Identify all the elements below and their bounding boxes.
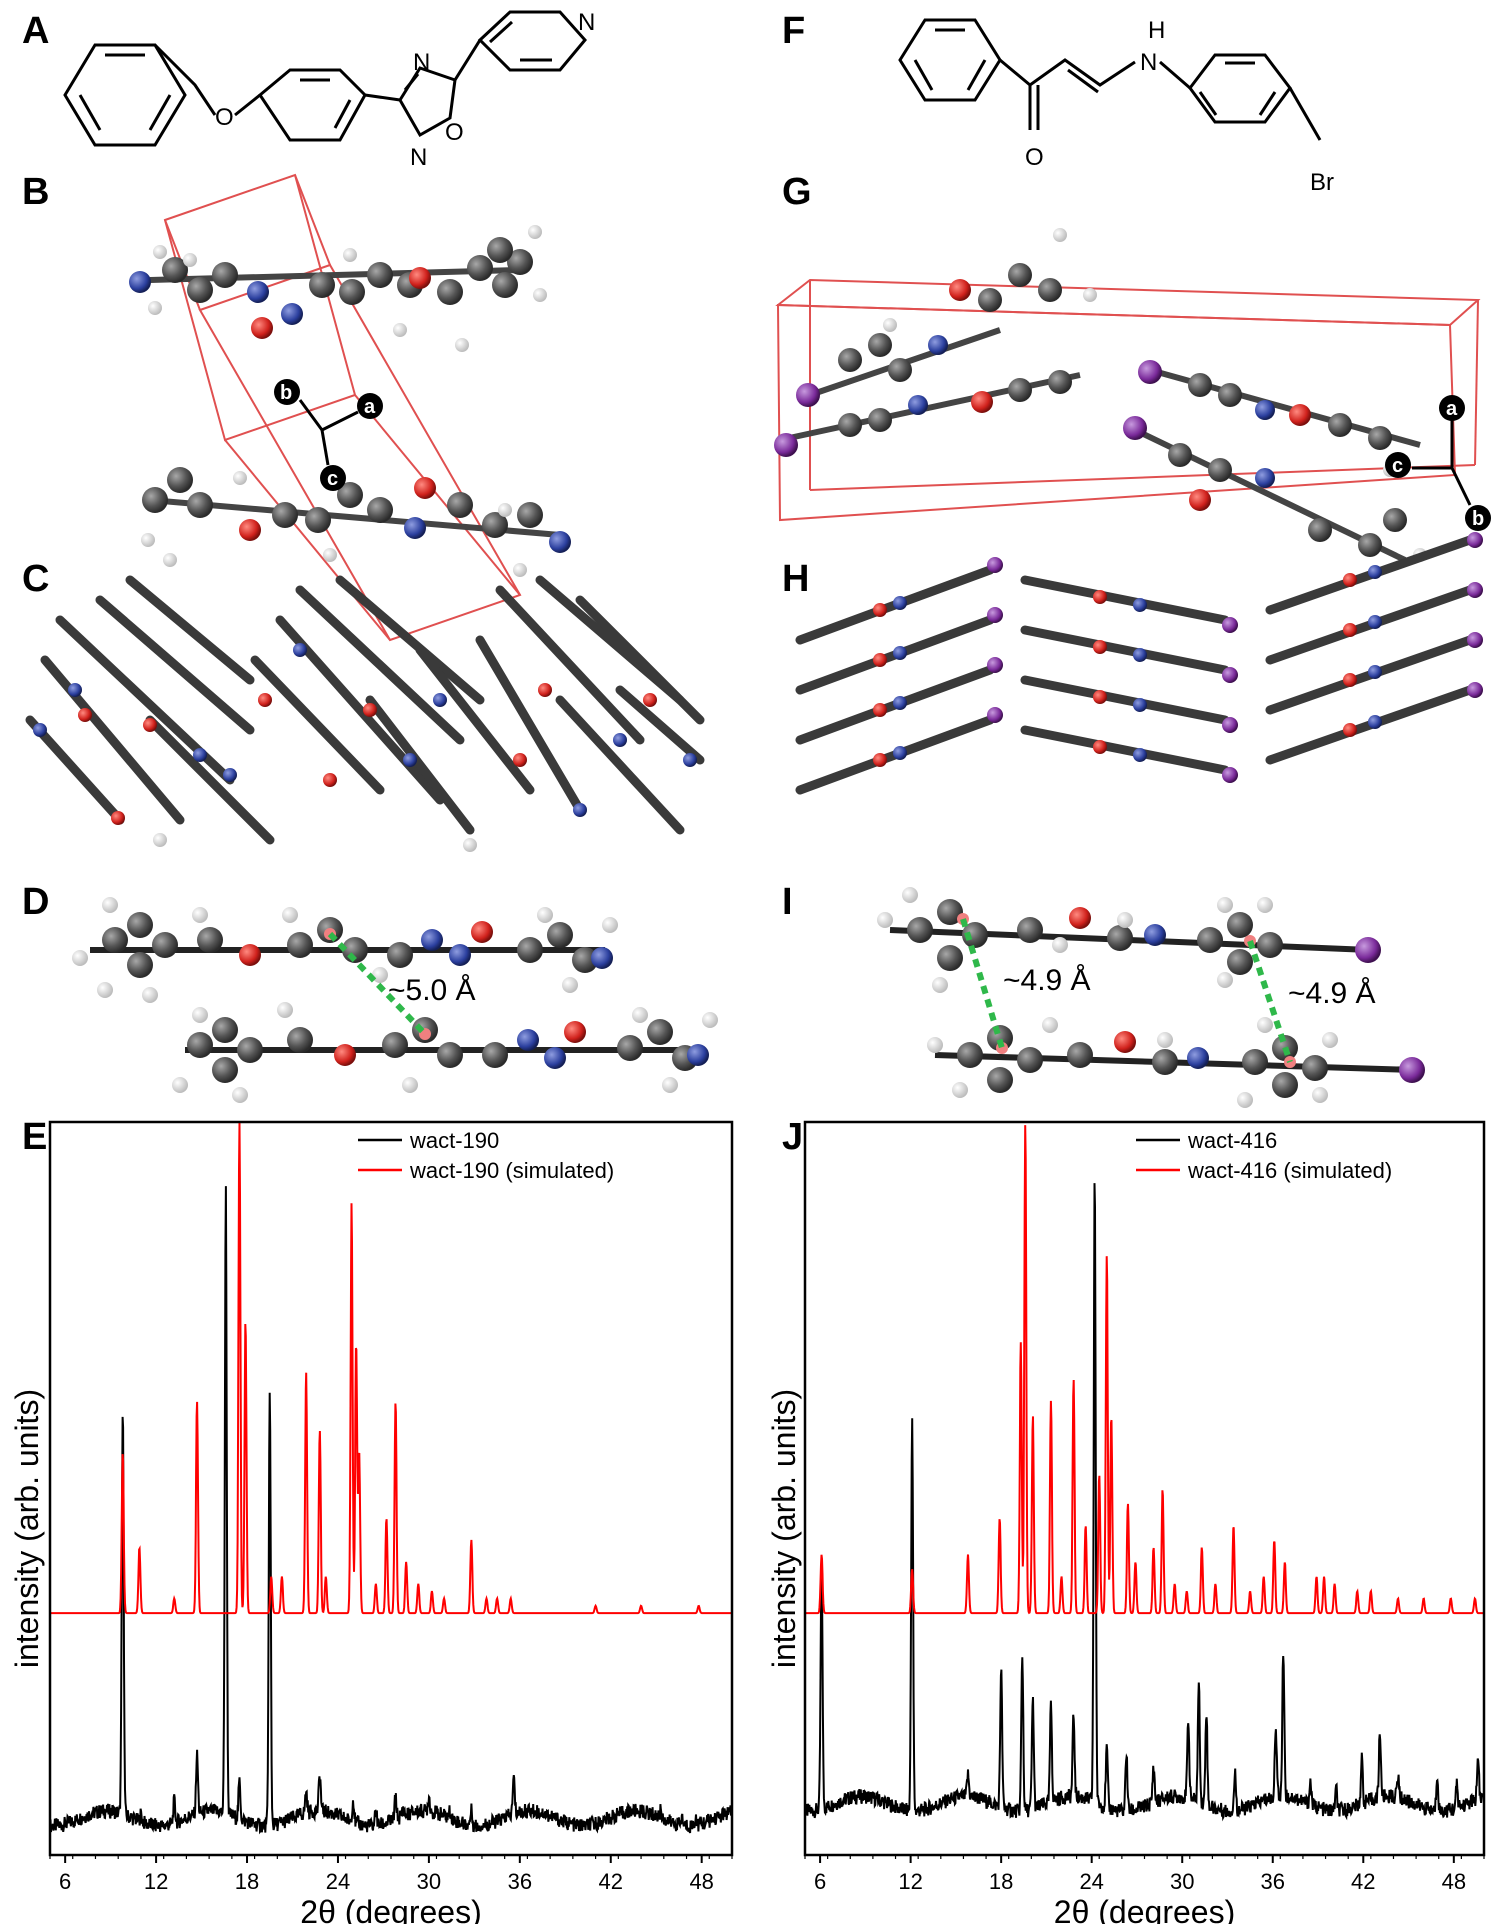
panel-label-e: E [22,1116,48,1158]
atom-br-f: Br [1310,169,1334,196]
atom-o-f: O [1025,144,1044,171]
atom-n3-a: N [578,9,595,36]
atom-o2-a: O [445,119,464,146]
benzyl-ring [63,43,187,147]
distance-label-d: ~5.0 Å [388,974,476,1007]
cell-axes-g: a c b [1385,395,1491,531]
packing-h-atoms [873,532,1483,783]
panel-label-j: J [782,1116,804,1158]
dimer-i [877,887,1425,1108]
cell-axis-g-label-a: a [1446,398,1458,420]
cell-axis-b-label-b: b [280,382,292,404]
distance-label-i-left: ~4.9 Å [1003,964,1091,997]
unit-cell-g [775,278,1481,522]
atom-n2-a: N [410,144,427,171]
cell-axis-b-label-a: a [364,396,376,418]
atom-o-a: O [215,104,234,131]
panel-label-g: G [782,171,812,213]
x-tick-label-e-7: 48 [689,1869,713,1894]
cell-axis-g-label-c: c [1392,455,1403,477]
pyridine-ring [477,10,587,72]
panel-label-f: F [782,10,806,52]
x-tick-label-j-7: 48 [1442,1869,1466,1894]
x-tick-label-j-6: 42 [1351,1869,1375,1894]
molecular-figures: O N N O N H N O Br [25,9,1491,1108]
x-tick-label-e-5: 36 [508,1869,532,1894]
atom-h-f: H [1148,17,1165,44]
x-tick-label-e-2: 18 [235,1869,259,1894]
molecules-g [774,228,1427,587]
panel-label-c: C [22,558,50,600]
panel-label-b: B [22,171,50,213]
x-tick-label-j-4: 30 [1170,1869,1194,1894]
x-tick-label-e-1: 12 [144,1869,168,1894]
x-tick-label-j-0: 6 [814,1869,826,1894]
unit-cell-b [163,173,522,642]
panel-label-i: I [782,881,793,923]
x-tick-label-j-1: 12 [898,1869,922,1894]
panel-label-d: D [22,881,50,923]
structure-f-drawing [898,18,1322,141]
molecule-b-bottom [141,467,571,577]
structure-a-drawing [63,10,587,147]
x-axis-title-e: 2θ (degrees) [300,1894,481,1924]
molecule-b-top [129,225,547,352]
packing-c-atoms [33,643,697,852]
x-tick-label-e-4: 30 [417,1869,441,1894]
distance-label-i-right: ~4.9 Å [1288,977,1376,1010]
packing-c [25,575,705,845]
y-axis-title-e: intensity (arb. units) [9,1389,45,1668]
y-axis-title-j: intensity (arb. units) [766,1389,802,1668]
panel-label-h: H [782,558,810,600]
bromophenyl-ring [1188,53,1292,124]
cell-axis-g-label-b: b [1472,508,1484,530]
dimer-d [72,897,718,1103]
panel-label-a: A [22,10,50,52]
cell-axis-b-label-c: c [327,468,338,490]
x-tick-label-j-5: 36 [1261,1869,1285,1894]
x-tick-label-e-0: 6 [59,1869,71,1894]
atom-n1-a: N [413,49,430,76]
x-tick-label-j-2: 18 [989,1869,1013,1894]
cell-axes-b: b a c [274,379,383,491]
x-tick-label-e-3: 24 [326,1869,350,1894]
x-tick-label-e-6: 42 [599,1869,623,1894]
x-axis-title-j: 2θ (degrees) [1054,1894,1235,1924]
atom-n-f: N [1140,49,1157,76]
x-tick-label-j-3: 24 [1079,1869,1103,1894]
